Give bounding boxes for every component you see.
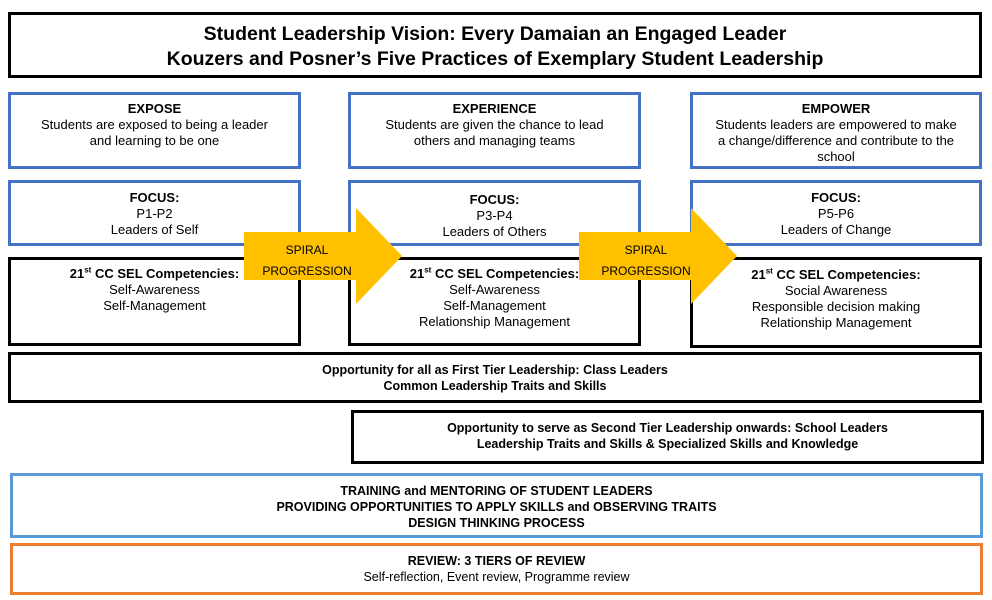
- competency-3-2: Responsible decision making: [751, 299, 921, 314]
- competency-2-2: Self-Management: [443, 298, 546, 313]
- competency-title-3: 21st CC SEL Competencies:: [751, 266, 921, 282]
- title-line-2: Kouzers and Posner’s Five Practices of E…: [166, 48, 824, 70]
- arrow-shape-1: [244, 208, 402, 304]
- spiral-progression-arrow-1: [244, 208, 402, 304]
- competencies-box-1: 21st CC SEL Competencies: Self-Awareness…: [8, 257, 301, 346]
- expose-desc-2: and learning to be one: [89, 133, 220, 148]
- review-title: REVIEW: 3 TIERS OF REVIEW: [407, 554, 586, 568]
- training-line-2: PROVIDING OPPORTUNITIES TO APPLY SKILLS …: [276, 500, 717, 514]
- expose-box: EXPOSE Students are exposed to being a l…: [8, 92, 301, 169]
- focus-level-2: P3-P4: [476, 208, 513, 223]
- review-details: Self-reflection, Event review, Programme…: [363, 570, 630, 584]
- first-tier-line-1: Opportunity for all as First Tier Leader…: [322, 363, 668, 377]
- expose-desc-1: Students are exposed to being a leader: [41, 117, 268, 132]
- empower-desc-1: Students leaders are empowered to make: [715, 117, 957, 132]
- experience-heading: EXPERIENCE: [452, 101, 537, 116]
- training-line-1: TRAINING and MENTORING OF STUDENT LEADER…: [340, 484, 653, 498]
- focus-box-1: FOCUS: P1-P2 Leaders of Self: [8, 180, 301, 246]
- experience-desc-1: Students are given the chance to lead: [385, 117, 604, 132]
- arrow-shape-2: [579, 208, 737, 304]
- focus-label-2: FOCUS:: [469, 192, 520, 207]
- first-tier-box: Opportunity for all as First Tier Leader…: [8, 352, 982, 403]
- empower-desc-3: school: [817, 149, 855, 164]
- empower-desc-2: a change/difference and contribute to th…: [717, 133, 955, 148]
- review-box: REVIEW: 3 TIERS OF REVIEW Self-reflectio…: [10, 543, 983, 595]
- competencies-box-3: 21st CC SEL Competencies: Social Awarene…: [690, 257, 982, 348]
- focus-label-1: FOCUS:: [129, 190, 180, 205]
- competency-title-2: 21st CC SEL Competencies:: [409, 265, 580, 281]
- arrow-label-1: SPIRAL PROGRESSION: [262, 243, 352, 278]
- focus-group-3: Leaders of Change: [780, 222, 892, 237]
- title-line-1: Student Leadership Vision: Every Damaian…: [203, 23, 787, 45]
- focus-group-2: Leaders of Others: [442, 224, 547, 239]
- focus-box-3: FOCUS: P5-P6 Leaders of Change: [690, 180, 982, 246]
- competency-1-2: Self-Management: [103, 298, 206, 313]
- focus-level-1: P1-P2: [136, 206, 173, 221]
- arrow-label-2: SPIRAL PROGRESSION: [601, 243, 691, 278]
- competency-title-1: 21st CC SEL Competencies:: [69, 265, 240, 281]
- competency-1-1: Self-Awareness: [109, 282, 200, 297]
- spiral-progression-arrow-2: [579, 208, 737, 304]
- focus-label-3: FOCUS:: [811, 190, 861, 205]
- second-tier-line-2: Leadership Traits and Skills & Specializ…: [476, 437, 859, 451]
- empower-heading: EMPOWER: [801, 101, 871, 116]
- competency-2-1: Self-Awareness: [449, 282, 540, 297]
- competency-2-3: Relationship Management: [418, 314, 571, 329]
- experience-box: EXPERIENCE Students are given the chance…: [348, 92, 641, 169]
- first-tier-line-2: Common Leadership Traits and Skills: [383, 379, 607, 393]
- focus-level-3: P5-P6: [817, 206, 855, 221]
- experience-desc-2: others and managing teams: [413, 133, 576, 148]
- expose-heading: EXPOSE: [127, 101, 182, 116]
- competency-3-1: Social Awareness: [784, 283, 888, 298]
- focus-group-1: Leaders of Self: [110, 222, 199, 237]
- training-line-3: DESIGN THINKING PROCESS: [408, 516, 585, 530]
- title-box: Student Leadership Vision: Every Damaian…: [8, 12, 982, 78]
- second-tier-box: Opportunity to serve as Second Tier Lead…: [351, 410, 984, 464]
- empower-box: EMPOWER Students leaders are empowered t…: [690, 92, 982, 169]
- training-box: TRAINING and MENTORING OF STUDENT LEADER…: [10, 473, 983, 538]
- competency-3-3: Relationship Management: [760, 315, 912, 330]
- second-tier-line-1: Opportunity to serve as Second Tier Lead…: [447, 421, 888, 435]
